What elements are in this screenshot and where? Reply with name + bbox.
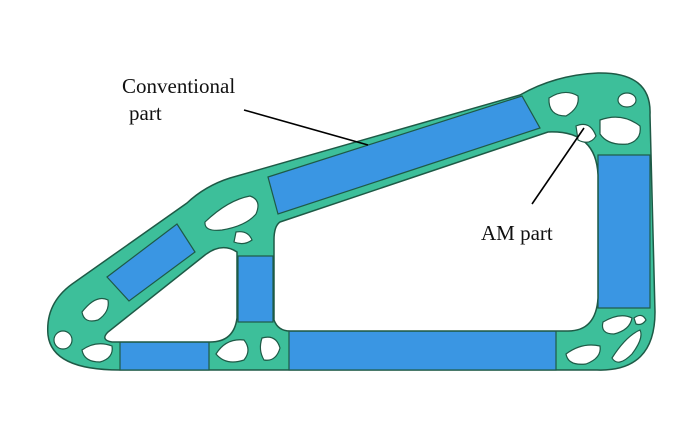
am-hole: [575, 123, 597, 143]
leader-line-conventional: [243, 109, 369, 146]
am-hole: [233, 231, 253, 245]
frame-inner-opening-large: [273, 131, 599, 332]
am-hole: [601, 315, 633, 335]
am-hole: [259, 336, 281, 361]
am-hole: [204, 195, 259, 231]
frame-inner-opening-small: [104, 246, 238, 343]
conventional-member-left-diagonal: [106, 223, 196, 302]
am-hole: [215, 339, 249, 363]
leader-line-am: [531, 127, 585, 205]
label-conventional-line2: part: [129, 101, 162, 125]
am-hole: [633, 314, 647, 326]
am-hole: [611, 329, 642, 363]
am-hole: [617, 92, 637, 108]
conventional-member-bottom-right: [288, 330, 557, 371]
am-node-holes: [53, 91, 647, 365]
am-hole: [81, 343, 113, 363]
conventional-member-bottom-left: [119, 341, 210, 371]
am-hole: [548, 91, 579, 117]
label-conventional-line1: Conventional: [122, 74, 235, 98]
conventional-member-top-diagonal: [267, 95, 541, 215]
am-hole: [81, 297, 109, 322]
conventional-member-right-vertical: [597, 154, 651, 309]
am-hole: [53, 330, 73, 350]
am-hole: [599, 116, 641, 145]
label-am-part: AM part: [481, 221, 553, 245]
am-hole: [565, 344, 601, 365]
conventional-member-middle-vertical: [237, 255, 274, 323]
